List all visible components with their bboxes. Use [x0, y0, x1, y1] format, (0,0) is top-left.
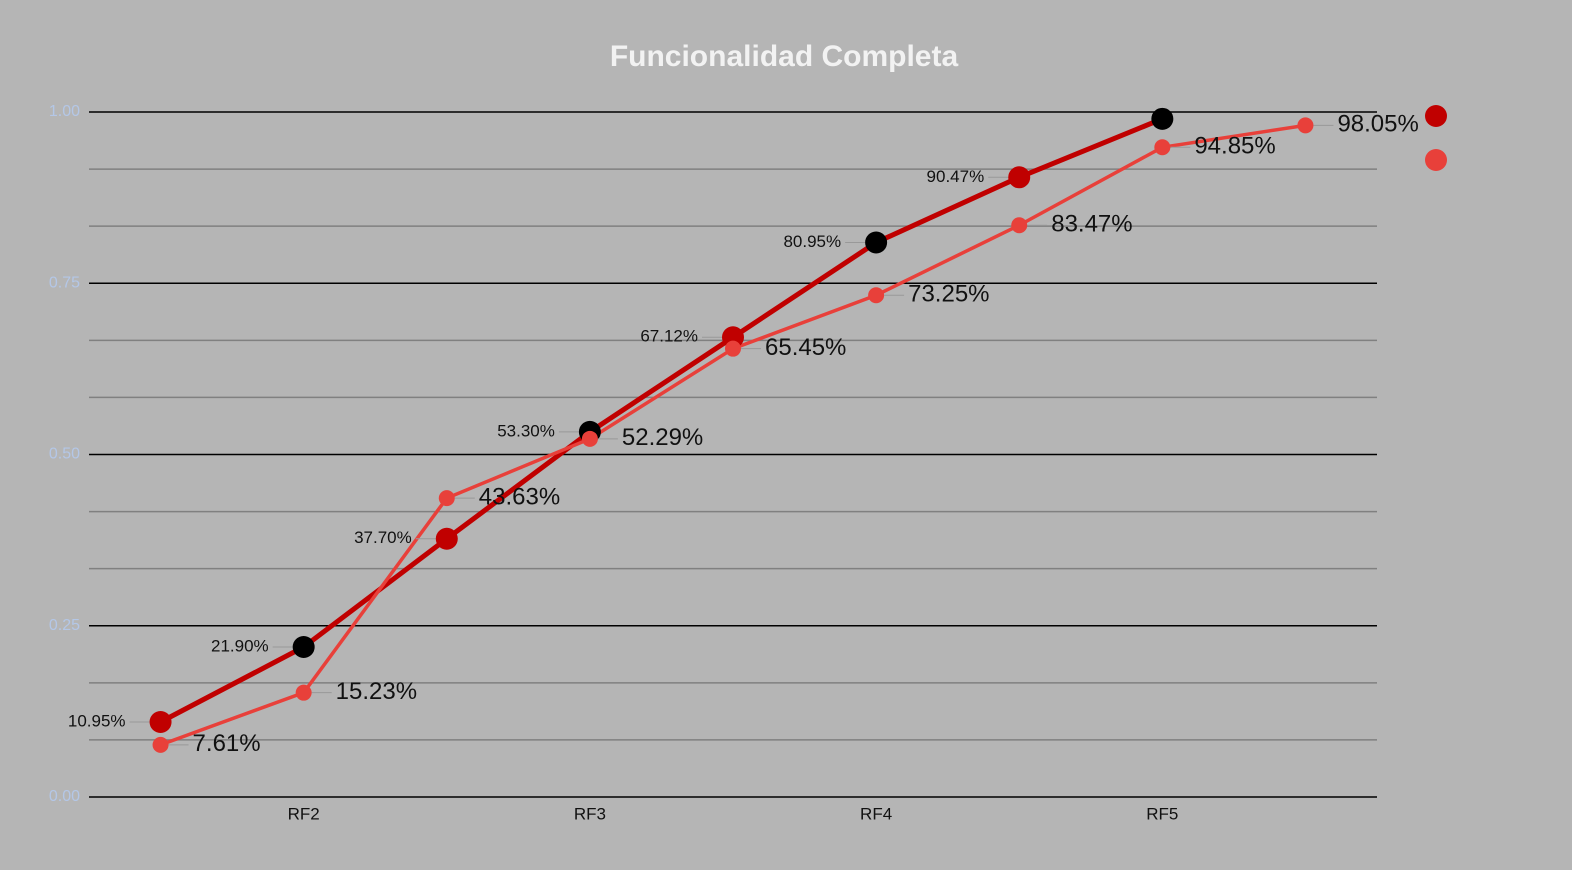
point [1151, 107, 1174, 130]
data-label: 10.95% [68, 711, 126, 730]
data-label: 52.29% [622, 424, 703, 451]
data-label: 90.47% [927, 167, 985, 186]
point [725, 340, 741, 357]
y-tick-label: 1.00 [49, 103, 80, 120]
data-label: 21.90% [211, 636, 269, 655]
point [438, 490, 455, 507]
series-line [159, 116, 1164, 725]
data-label: 73.25% [908, 281, 989, 308]
data-label: 83.47% [1051, 211, 1132, 238]
point [292, 635, 315, 658]
data-label: 15.23% [336, 678, 417, 705]
x-tick-label: RF5 [1146, 804, 1178, 823]
point [581, 430, 598, 447]
data-label: 43.63% [479, 483, 560, 510]
point [1011, 217, 1028, 234]
chart-title: Funcionalidad Completa [610, 40, 959, 73]
point [435, 527, 458, 550]
point [868, 287, 885, 304]
data-label: 53.30% [497, 421, 555, 440]
x-tick-label: RF4 [860, 804, 892, 823]
data-label: 65.45% [765, 334, 846, 361]
y-tick-label: 0.75 [49, 274, 80, 291]
data-label: 80.95% [783, 232, 841, 251]
data-label: 94.85% [1194, 133, 1275, 160]
point [1008, 166, 1031, 189]
point [295, 684, 312, 701]
point [152, 736, 169, 753]
data-label: 37.70% [354, 528, 412, 547]
y-tick-label: 0.25 [49, 617, 80, 634]
data-label: 7.61% [193, 730, 261, 757]
y-tick-label: 0.50 [49, 446, 80, 463]
legend-marker [1425, 149, 1447, 171]
point [865, 231, 888, 254]
y-tick-label: 0.00 [49, 788, 80, 805]
point [149, 710, 172, 733]
x-tick-label: RF3 [574, 804, 606, 823]
point [1297, 117, 1314, 134]
legend-marker [1425, 105, 1447, 127]
data-label: 98.05% [1337, 111, 1418, 138]
x-tick-label: RF2 [288, 804, 320, 823]
point [1154, 139, 1171, 156]
point [722, 326, 744, 349]
data-label: 67.12% [640, 327, 698, 346]
